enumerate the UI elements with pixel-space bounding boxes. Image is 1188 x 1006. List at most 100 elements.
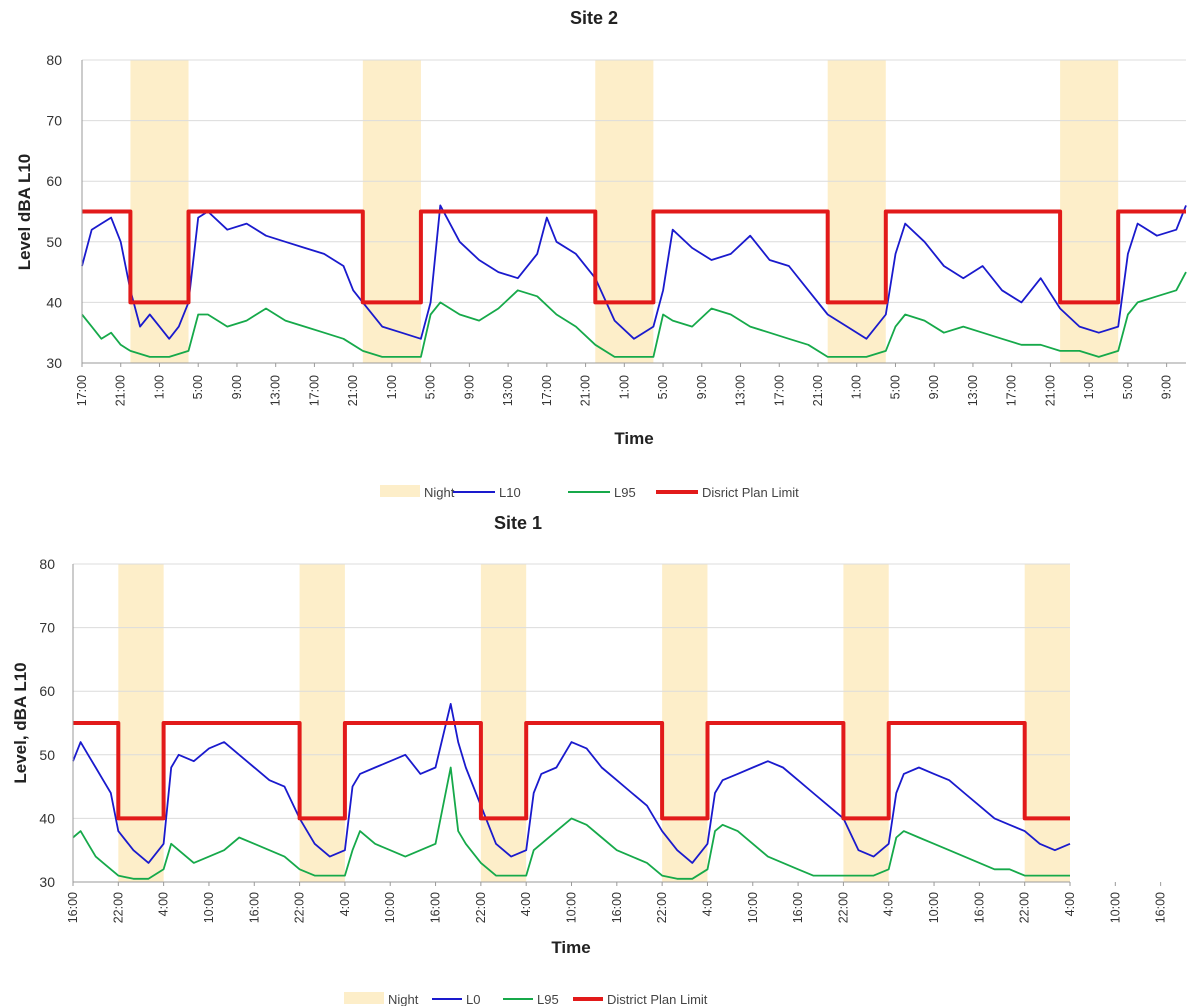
night-band: [662, 564, 708, 882]
legend-label: L95: [614, 485, 636, 500]
night-band: [118, 564, 164, 882]
x-tick-label: 10:00: [1108, 892, 1122, 923]
x-tick-label: 1:00: [152, 375, 166, 399]
legend-swatch: [380, 485, 420, 497]
y-tick-label: 30: [46, 355, 62, 371]
x-tick-label: 10:00: [927, 892, 941, 923]
x-tick-label: 22:00: [655, 892, 669, 923]
x-tick-label: 16:00: [791, 892, 805, 923]
legend-label: L0: [466, 992, 480, 1006]
x-tick-label: 4:00: [157, 892, 171, 916]
x-tick-label: 4:00: [700, 892, 714, 916]
x-tick-label: 1:00: [385, 375, 399, 399]
x-tick-label: 9:00: [462, 375, 476, 399]
night-band: [1060, 60, 1119, 363]
y-tick-label: 40: [46, 294, 62, 310]
x-tick-label: 22:00: [474, 892, 488, 923]
x-tick-label: 9:00: [927, 375, 941, 399]
y-tick-label: 30: [39, 874, 55, 890]
x-tick-label: 16:00: [610, 892, 624, 923]
x-tick-label: 10:00: [383, 892, 397, 923]
night-band: [827, 60, 886, 363]
x-tick-label: 9:00: [230, 375, 244, 399]
series-line-l10: [81, 204, 1187, 340]
x-tick-label: 4:00: [882, 892, 896, 916]
x-tick-label: 13:00: [501, 375, 515, 406]
legend-item: Disrict Plan Limit: [656, 485, 799, 500]
x-tick-label: 21:00: [114, 375, 128, 406]
x-tick-label: 5:00: [424, 375, 438, 399]
y-axis-title: Level dBA L10: [15, 154, 34, 271]
x-tick-label: 13:00: [269, 375, 283, 406]
chart-title: Site 1: [494, 513, 542, 533]
y-tick-label: 50: [39, 747, 55, 763]
x-tick-label: 21:00: [811, 375, 825, 406]
legend-item: District Plan Limit: [573, 992, 708, 1006]
x-tick-label: 1:00: [617, 375, 631, 399]
legend-label: Night: [388, 992, 419, 1006]
legend: Night L10 L95 Disrict Plan Limit: [380, 485, 799, 500]
night-band: [843, 564, 889, 882]
legend-swatch: [344, 992, 384, 1004]
x-tick-label: 22:00: [111, 892, 125, 923]
x-tick-label: 16:00: [247, 892, 261, 923]
legend-label: Disrict Plan Limit: [702, 485, 799, 500]
night-band: [480, 564, 527, 882]
x-axis-title: Time: [551, 938, 590, 957]
legend-item: L95: [568, 485, 636, 500]
y-tick-label: 50: [46, 234, 62, 250]
chart-title: Site 2: [570, 8, 618, 28]
x-tick-label: 5:00: [1121, 375, 1135, 399]
x-tick-label: 1:00: [850, 375, 864, 399]
y-tick-label: 60: [39, 683, 55, 699]
legend-label: Night: [424, 485, 455, 500]
x-tick-label: 21:00: [579, 375, 593, 406]
legend-item: L95: [503, 992, 559, 1006]
x-tick-label: 5:00: [191, 375, 205, 399]
chart-site-2: Site 2 30 40 50 60 70 80 17:00 21:00 1:00 5:00 9:0…: [15, 8, 1187, 500]
x-tick-label: 5:00: [656, 375, 670, 399]
series-line-disrict-plan-limit: [82, 209, 1186, 305]
x-tick-label: 4:00: [338, 892, 352, 916]
y-tick-label: 70: [39, 620, 55, 636]
series-line-l95: [81, 271, 1187, 358]
x-tick-label: 21:00: [346, 375, 360, 406]
x-tick-label: 17:00: [307, 375, 321, 406]
legend-item: L0: [432, 992, 480, 1006]
x-tick-label: 10:00: [746, 892, 760, 923]
y-tick-label: 80: [39, 556, 55, 572]
night-band: [130, 60, 189, 363]
x-tick-label: 10:00: [565, 892, 579, 923]
x-tick-label: 17:00: [75, 375, 89, 406]
x-tick-label: 10:00: [202, 892, 216, 923]
x-tick-label: 9:00: [695, 375, 709, 399]
x-tick-label: 9:00: [1160, 375, 1174, 399]
x-tick-label: 4:00: [519, 892, 533, 916]
y-tick-label: 70: [46, 113, 62, 129]
legend-label: L10: [499, 485, 521, 500]
x-tick-label: 16:00: [1154, 892, 1168, 923]
series-line-l0: [72, 702, 1071, 864]
x-tick-label: 22:00: [836, 892, 850, 923]
y-tick-label: 80: [46, 52, 62, 68]
legend-item: Night: [380, 485, 455, 500]
legend-item: L10: [453, 485, 521, 500]
x-tick-label: 17:00: [540, 375, 554, 406]
y-tick-label: 60: [46, 173, 62, 189]
legend-label: District Plan Limit: [607, 992, 708, 1006]
x-tick-label: 5:00: [888, 375, 902, 399]
series-line-l95: [72, 766, 1070, 880]
x-tick-label: 21:00: [1043, 375, 1057, 406]
x-tick-label: 22:00: [1018, 892, 1032, 923]
x-tick-label: 16:00: [66, 892, 80, 923]
x-tick-label: 17:00: [772, 375, 786, 406]
series-line-district-plan-limit: [73, 721, 1070, 821]
y-axis-title: Level, dBA L10: [11, 662, 30, 783]
x-tick-label: 22:00: [293, 892, 307, 923]
x-tick-label: 16:00: [972, 892, 986, 923]
x-tick-label: 1:00: [1082, 375, 1096, 399]
x-tick-label: 13:00: [966, 375, 980, 406]
night-band: [299, 564, 345, 882]
chart-site-1: Site 1 30 40 50 60 70 80 16:00 22:00 4:00 10:00 16…: [11, 513, 1168, 1006]
x-tick-label: 13:00: [734, 375, 748, 406]
